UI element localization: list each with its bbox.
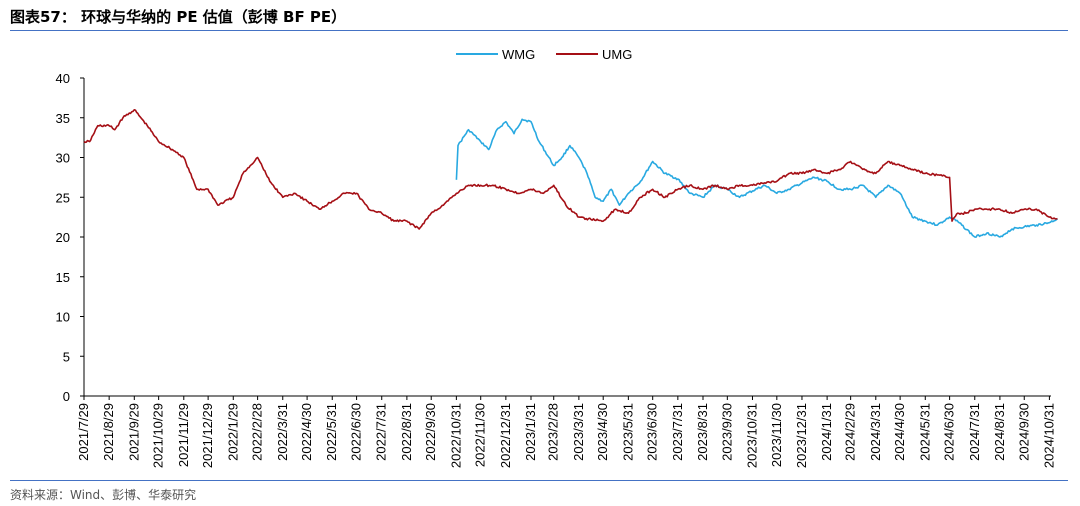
x-tick-label: 2024/3/31: [868, 403, 883, 461]
x-tick-label: 2023/10/31: [744, 403, 759, 468]
x-tick-label: 2024/2/29: [843, 403, 858, 461]
x-tick-label: 2021/10/29: [151, 403, 166, 468]
y-tick-label: 10: [56, 310, 70, 325]
x-tick-label: 2023/9/30: [719, 403, 734, 461]
x-tick-label: 2022/12/31: [498, 403, 513, 468]
series-line-wmg: [455, 118, 1059, 238]
y-tick-label: 40: [56, 71, 70, 86]
series-line-umg: [83, 109, 1058, 230]
x-tick-label: 2021/9/29: [126, 403, 141, 461]
x-tick-label: 2021/11/29: [176, 403, 191, 467]
x-tick-label: 2022/2/28: [250, 403, 265, 461]
line-chart: 0 5 10 15 20 25 30 35 40 2021/7/29 2021/8/29 2021/9…: [56, 47, 1059, 468]
x-tick-label: 2022/3/31: [275, 403, 290, 461]
legend-label-wmg: WMG: [502, 47, 535, 62]
y-tick-label: 0: [63, 389, 70, 404]
y-tick-label: 35: [56, 111, 70, 126]
x-tick-label: 2022/7/31: [374, 403, 389, 461]
x-tick-label: 2023/2/28: [546, 403, 561, 461]
x-tick-label: 2022/8/31: [399, 403, 414, 461]
x-tick-label: 2023/1/31: [523, 403, 538, 461]
x-tick-label: 2023/6/30: [645, 403, 660, 461]
y-tick-label: 30: [56, 151, 70, 166]
x-tick-label: 2023/12/31: [794, 403, 809, 468]
x-tick-label: 2021/7/29: [76, 403, 91, 461]
y-tick-label: 25: [56, 190, 70, 205]
y-tick-label: 5: [63, 349, 70, 364]
series-lines: [83, 109, 1059, 238]
x-tick-label: 2024/4/30: [892, 403, 907, 461]
header-rule: [10, 30, 1068, 31]
x-tick-label: 2023/4/30: [595, 403, 610, 461]
x-tick-label: 2022/9/30: [423, 403, 438, 461]
x-tick-label: 2024/1/31: [819, 403, 834, 461]
x-tick-label: 2022/5/31: [324, 403, 339, 461]
y-tick-label: 15: [56, 270, 70, 285]
x-tick-label: 2024/5/31: [917, 403, 932, 461]
legend-label-umg: UMG: [602, 47, 632, 62]
x-tick-label: 2024/7/31: [967, 403, 982, 461]
x-tick-label: 2022/10/31: [448, 403, 463, 468]
x-tick-label: 2024/9/30: [1016, 403, 1031, 461]
x-tick-label: 2022/1/29: [225, 403, 240, 461]
source-note: 资料来源：Wind、彭博、华泰研究: [10, 488, 197, 502]
x-tick-label: 2023/8/31: [695, 403, 710, 461]
x-tick-label: 2023/11/30: [769, 403, 784, 467]
x-tick-label: 2024/6/30: [942, 403, 957, 461]
footer-rule: [10, 480, 1068, 481]
x-tick-label: 2024/8/31: [992, 403, 1007, 461]
x-tick-label: 2022/6/30: [349, 403, 364, 461]
y-tick-label: 20: [56, 230, 70, 245]
x-tick-label: 2023/5/31: [620, 403, 635, 461]
x-tick-label: 2022/11/30: [473, 403, 488, 467]
chart-title: 图表57： 环球与华纳的 PE 估值（彭博 BF PE）: [10, 8, 347, 26]
x-tick-label: 2023/3/31: [571, 403, 586, 461]
x-tick-label: 2021/12/29: [200, 403, 215, 468]
x-tick-label: 2023/7/31: [670, 403, 685, 461]
x-tick-label: 2024/10/31: [1041, 403, 1056, 468]
legend: WMG UMG: [456, 47, 632, 62]
axes: 0 5 10 15 20 25 30 35 40 2021/7/29 2021/8/29 2021/9…: [56, 71, 1057, 468]
x-tick-label: 2022/4/30: [299, 403, 314, 461]
x-tick-label: 2021/8/29: [101, 403, 116, 461]
